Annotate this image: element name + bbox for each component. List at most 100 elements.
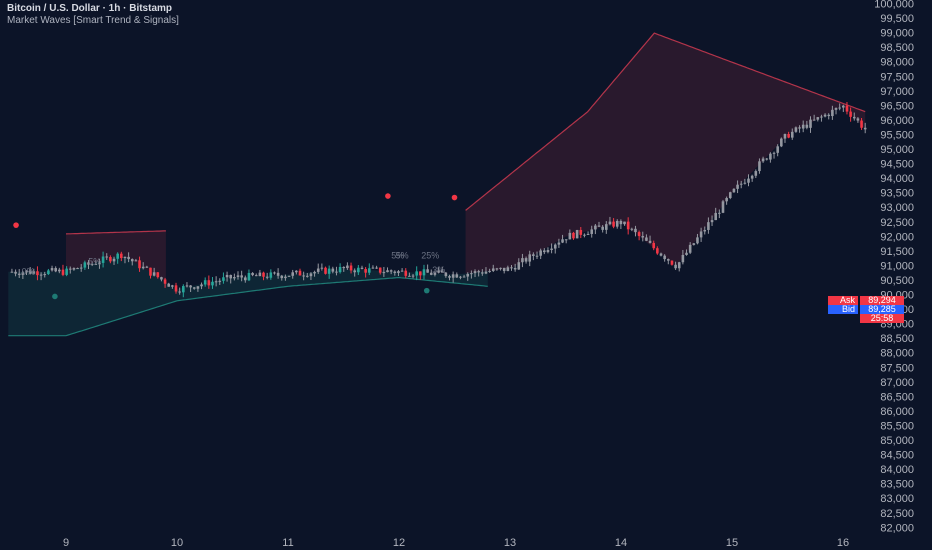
candle-body (681, 254, 685, 263)
candle-body (670, 260, 674, 265)
candle-body (750, 175, 754, 179)
candle-body (776, 146, 779, 153)
signal-dot (52, 293, 58, 300)
candle-body (634, 228, 637, 233)
candle-body (626, 221, 630, 230)
candle-body (338, 266, 342, 273)
candle-body (415, 271, 418, 276)
lower-band-fill (8, 254, 488, 336)
candle-body (200, 284, 203, 287)
candle-body (14, 271, 17, 274)
candle-body (787, 134, 790, 138)
y-tick-label: 99,000 (880, 28, 914, 40)
candle-body (276, 272, 280, 276)
candle-body (160, 277, 163, 280)
indicator-title[interactable]: Market Waves [Smart Trend & Signals] (7, 15, 179, 26)
y-tick-label: 86,500 (880, 391, 914, 403)
candle-body (94, 263, 98, 265)
candle-body (196, 286, 200, 289)
candle-body (761, 158, 765, 162)
y-tick-label: 88,000 (880, 348, 914, 360)
bid-label: Bid (828, 305, 858, 314)
bid-value: 89,285 (860, 305, 904, 314)
candle-body (112, 258, 116, 262)
candle-body (444, 272, 448, 277)
candle-body (280, 275, 284, 279)
candle-body (178, 291, 181, 293)
candle-body (433, 272, 437, 275)
candle-body (728, 192, 732, 199)
candle-body (477, 271, 480, 273)
candle-body (852, 116, 856, 119)
candle-body (342, 266, 346, 269)
candle-body (630, 228, 634, 230)
candle-body (258, 272, 262, 277)
candle-body (54, 268, 57, 272)
y-tick-label: 84,500 (880, 450, 914, 462)
candle-body (572, 232, 575, 239)
candle-body (182, 286, 185, 293)
y-tick-label: 99,500 (880, 13, 914, 25)
candle-body (189, 285, 192, 288)
x-axis: 9 10 11 12 13 14 15 16 (63, 537, 849, 549)
candle-body (327, 268, 331, 274)
candle-body (732, 188, 736, 193)
candle-body (641, 236, 645, 238)
candle-body (528, 254, 532, 262)
percent-label: 25% (421, 251, 439, 261)
candle-body (553, 244, 557, 249)
candle-body (229, 274, 233, 279)
y-tick-label: 88,500 (880, 333, 914, 345)
candle-body (586, 233, 590, 235)
signal-dot (385, 193, 391, 199)
y-tick-label: 94,500 (880, 159, 914, 171)
candle-body (462, 276, 466, 278)
ask-label: Ask (828, 296, 858, 305)
candle-body (491, 268, 495, 271)
candle-body (455, 274, 459, 278)
candle-body (470, 273, 473, 275)
symbol-title[interactable]: Bitcoin / U.S. Dollar · 1h · Bitstamp (7, 3, 173, 14)
candle-body (422, 269, 426, 276)
percent-label: 5% (391, 251, 404, 261)
candle-body (794, 127, 798, 132)
y-tick-label: 83,500 (880, 479, 914, 491)
y-tick-label: 87,000 (880, 377, 914, 389)
candle-body (699, 231, 703, 238)
candle-body (335, 271, 338, 273)
candle-body (357, 267, 360, 273)
signal-dot (13, 222, 19, 228)
candle-body (842, 105, 845, 108)
candle-body (451, 274, 455, 278)
candle-body (473, 271, 477, 274)
candle-body (382, 272, 386, 274)
y-tick-label: 98,000 (880, 57, 914, 69)
candle-body (83, 262, 87, 268)
candle-body (856, 118, 860, 121)
candle-body (411, 275, 415, 277)
candle-body (765, 158, 769, 160)
candle-body (820, 116, 823, 118)
candle-body (313, 271, 316, 274)
candle-body (298, 270, 302, 276)
candle-body (860, 120, 863, 128)
candle-body (539, 250, 542, 256)
candle-body (707, 222, 710, 230)
x-tick-label: 16 (837, 537, 849, 549)
candle-body (65, 268, 68, 275)
candle-body (725, 198, 728, 202)
candle-body (488, 270, 491, 272)
candle-body (605, 224, 608, 230)
candle-body (481, 272, 484, 274)
lower-band-line (8, 276, 488, 337)
candle-body (677, 262, 681, 269)
candle-body (823, 114, 827, 117)
y-tick-label: 84,000 (880, 464, 914, 476)
candle-body (309, 273, 313, 277)
candle-body (269, 272, 273, 278)
candle-body (648, 240, 652, 243)
percent-labels: 0%5%5%5% 25%3% (22, 251, 446, 277)
candle-body (287, 275, 291, 277)
percent-label: 5% (88, 256, 101, 266)
